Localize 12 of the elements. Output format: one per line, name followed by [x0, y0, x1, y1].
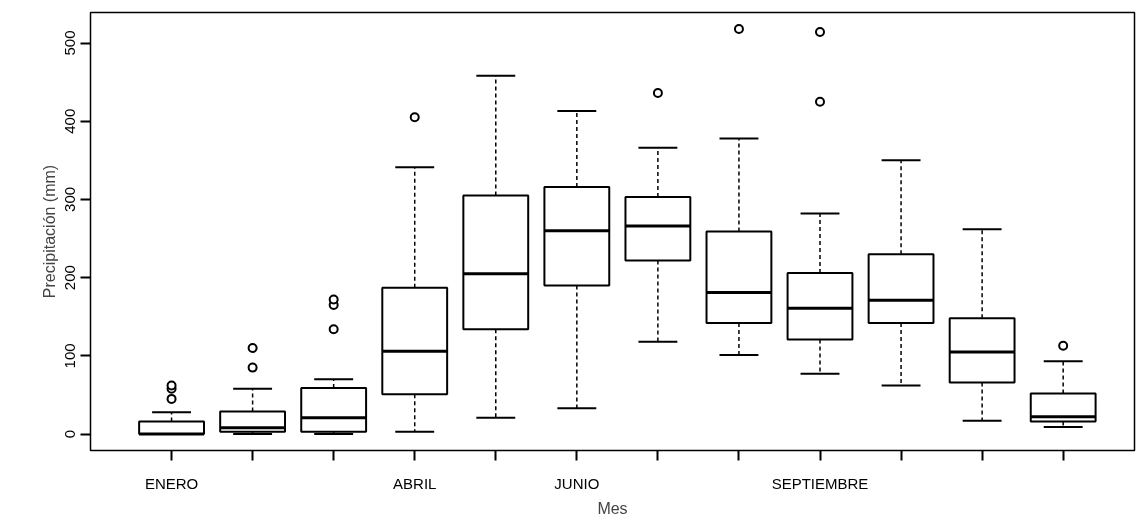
y-axis-title: Precipitación (mm): [40, 164, 58, 299]
x-tick-label: SEPTIEMBRE: [771, 474, 869, 492]
y-tick-label: 500: [61, 30, 79, 56]
y-tick-label: 200: [61, 265, 79, 291]
y-tick-label: 300: [61, 186, 79, 212]
x-tick-label: ENERO: [144, 474, 199, 492]
y-tick-label: 0: [61, 429, 79, 439]
x-axis-title: Mes: [597, 499, 628, 517]
x-tick-label: ABRIL: [393, 474, 437, 492]
x-tick-label: JUNIO: [554, 474, 600, 492]
y-tick-label: 100: [61, 343, 79, 369]
y-tick-label: 400: [61, 108, 79, 134]
